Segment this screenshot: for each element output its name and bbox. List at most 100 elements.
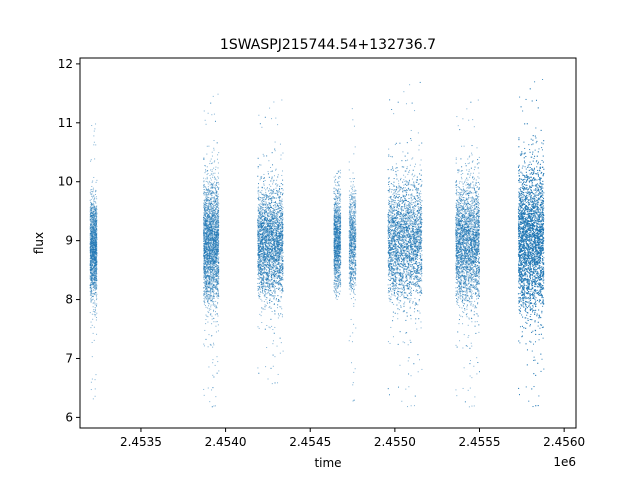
data-point — [96, 305, 98, 307]
data-point — [213, 167, 215, 169]
data-point — [215, 219, 217, 221]
data-point — [210, 225, 212, 227]
data-point — [95, 253, 97, 255]
data-point — [94, 263, 96, 265]
data-point — [211, 183, 213, 185]
data-point — [89, 255, 91, 257]
data-point — [217, 218, 219, 220]
data-point — [95, 257, 97, 259]
data-point — [217, 224, 219, 226]
data-point — [94, 395, 96, 397]
data-point — [213, 147, 215, 149]
data-point — [96, 235, 98, 236]
data-point — [203, 259, 205, 261]
data-point — [203, 343, 205, 345]
data-point — [204, 194, 206, 196]
data-point — [203, 233, 205, 235]
data-point — [93, 272, 95, 274]
data-point — [94, 258, 96, 260]
data-point — [208, 286, 210, 288]
data-point — [89, 226, 91, 228]
data-point — [215, 234, 217, 236]
data-point — [215, 288, 217, 290]
data-point — [206, 153, 208, 155]
data-point — [93, 281, 95, 283]
data-point — [214, 229, 216, 231]
data-point — [90, 213, 92, 215]
data-point — [96, 252, 98, 254]
data-point — [91, 125, 93, 127]
data-point — [213, 235, 215, 237]
data-point — [206, 205, 208, 207]
data-point — [92, 398, 94, 400]
data-point — [216, 260, 218, 262]
data-point — [96, 233, 98, 235]
data-point — [207, 245, 209, 247]
data-point — [96, 207, 98, 209]
data-point — [96, 227, 97, 229]
data-point — [205, 233, 207, 235]
data-point — [205, 195, 207, 197]
data-point — [94, 288, 96, 290]
data-point — [90, 255, 92, 257]
data-point — [215, 321, 217, 323]
data-point — [95, 144, 97, 146]
data-point — [210, 287, 212, 289]
data-point — [218, 203, 220, 205]
data-point — [214, 241, 216, 243]
data-point — [89, 217, 91, 219]
data-point — [95, 252, 97, 254]
data-point — [211, 276, 213, 278]
data-point — [95, 292, 97, 294]
data-point — [203, 301, 205, 303]
data-point — [95, 211, 97, 213]
data-point — [213, 301, 215, 303]
data-point — [93, 243, 95, 245]
data-point — [216, 286, 218, 288]
data-point — [215, 257, 217, 259]
data-point — [209, 278, 211, 280]
data-point — [208, 250, 210, 252]
data-point — [217, 257, 219, 259]
data-point — [91, 225, 93, 227]
data-point — [210, 210, 212, 212]
data-point — [94, 270, 96, 272]
data-point — [216, 232, 218, 234]
data-point — [210, 266, 212, 268]
data-point — [89, 276, 91, 278]
data-point — [203, 263, 205, 265]
data-point — [95, 316, 97, 318]
data-point — [93, 135, 95, 137]
data-point — [216, 231, 218, 233]
data-point — [214, 261, 216, 263]
data-point — [91, 288, 93, 290]
data-point — [93, 253, 95, 255]
data-point — [216, 295, 218, 297]
data-point — [203, 185, 205, 187]
data-point — [209, 219, 211, 221]
data-point — [214, 176, 216, 178]
data-point — [209, 228, 211, 230]
data-point — [207, 234, 209, 236]
data-point — [205, 217, 207, 219]
data-point — [205, 237, 207, 239]
data-point — [204, 214, 206, 216]
data-point — [214, 270, 215, 272]
data-point — [211, 297, 213, 299]
data-point — [211, 211, 213, 213]
data-point — [203, 189, 205, 191]
season-1-points — [89, 123, 98, 400]
data-point — [94, 248, 96, 250]
data-point — [92, 263, 94, 265]
data-point — [207, 224, 209, 226]
data-point — [210, 205, 212, 207]
data-point — [89, 249, 91, 251]
data-point — [94, 272, 96, 274]
data-point — [94, 210, 96, 212]
data-point — [215, 169, 217, 171]
data-point — [213, 200, 215, 202]
data-point — [210, 268, 212, 270]
data-point — [211, 197, 213, 199]
data-point — [214, 211, 216, 213]
data-point — [213, 214, 215, 216]
